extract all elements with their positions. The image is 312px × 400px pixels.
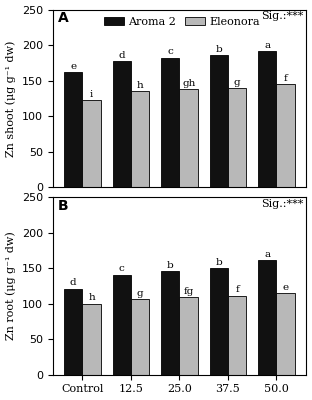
- Text: c: c: [168, 48, 173, 56]
- Text: a: a: [264, 250, 270, 259]
- Bar: [210, 55, 228, 187]
- Text: i: i: [90, 90, 93, 99]
- Text: f: f: [284, 74, 288, 83]
- Bar: [258, 52, 276, 187]
- Bar: [113, 62, 131, 187]
- Text: h: h: [88, 293, 95, 302]
- Text: B: B: [58, 199, 68, 213]
- Bar: [179, 89, 198, 187]
- Text: d: d: [119, 51, 125, 60]
- Bar: [258, 260, 276, 375]
- Text: b: b: [167, 260, 174, 270]
- Text: b: b: [215, 44, 222, 54]
- Bar: [82, 100, 101, 187]
- Bar: [64, 72, 82, 187]
- Bar: [276, 84, 295, 187]
- Text: Sig.:***: Sig.:***: [261, 11, 304, 21]
- Text: g: g: [234, 78, 241, 87]
- Bar: [210, 268, 228, 375]
- Text: c: c: [119, 264, 125, 273]
- Y-axis label: Zn root (μg g⁻¹ dw): Zn root (μg g⁻¹ dw): [6, 232, 16, 340]
- Text: e: e: [283, 283, 289, 292]
- Text: f: f: [235, 286, 239, 294]
- Bar: [113, 274, 131, 375]
- Bar: [161, 271, 179, 375]
- Bar: [82, 304, 101, 375]
- Text: e: e: [70, 62, 76, 71]
- Bar: [179, 297, 198, 375]
- Text: A: A: [58, 11, 68, 25]
- Text: d: d: [70, 278, 76, 287]
- Bar: [276, 293, 295, 375]
- Bar: [228, 296, 246, 375]
- Text: fg: fg: [183, 287, 194, 296]
- Bar: [161, 58, 179, 187]
- Legend: Aroma 2, Eleonora: Aroma 2, Eleonora: [104, 17, 260, 27]
- Text: g: g: [137, 289, 144, 298]
- Text: a: a: [264, 41, 270, 50]
- Text: Sig.:***: Sig.:***: [261, 199, 304, 209]
- Bar: [64, 289, 82, 375]
- Text: b: b: [215, 258, 222, 267]
- Bar: [228, 88, 246, 187]
- Bar: [131, 91, 149, 187]
- Y-axis label: Zn shoot (μg g⁻¹ dw): Zn shoot (μg g⁻¹ dw): [6, 40, 16, 156]
- Text: gh: gh: [182, 79, 195, 88]
- Bar: [131, 300, 149, 375]
- Text: h: h: [137, 81, 144, 90]
